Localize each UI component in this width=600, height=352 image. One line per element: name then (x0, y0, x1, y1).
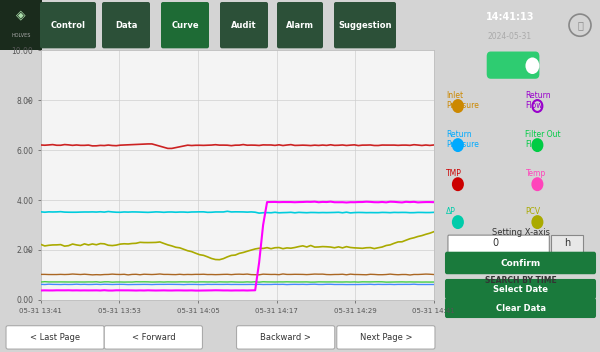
Text: h: h (564, 238, 571, 249)
Text: Backward >: Backward > (260, 333, 311, 342)
FancyBboxPatch shape (220, 2, 268, 48)
FancyBboxPatch shape (334, 2, 396, 48)
Text: ⏻: ⏻ (577, 20, 583, 30)
FancyBboxPatch shape (161, 2, 209, 48)
FancyBboxPatch shape (487, 51, 539, 79)
Circle shape (453, 178, 463, 190)
Text: >: > (25, 97, 31, 103)
Text: Select Date: Select Date (493, 285, 548, 294)
FancyBboxPatch shape (6, 326, 104, 349)
Text: Data: Data (115, 21, 137, 30)
FancyBboxPatch shape (40, 2, 96, 48)
Text: Clear Data: Clear Data (496, 304, 545, 313)
Circle shape (453, 216, 463, 228)
FancyBboxPatch shape (104, 326, 202, 349)
Circle shape (453, 100, 463, 112)
Text: 14:41:13: 14:41:13 (486, 12, 534, 22)
Text: Suggestion: Suggestion (338, 21, 392, 30)
Text: Return
Flow: Return Flow (526, 90, 551, 110)
FancyBboxPatch shape (277, 2, 323, 48)
Circle shape (526, 57, 539, 74)
FancyBboxPatch shape (102, 2, 150, 48)
Circle shape (532, 139, 542, 151)
Text: HOLVES: HOLVES (11, 33, 31, 38)
Circle shape (532, 216, 542, 228)
Text: Next Page >: Next Page > (359, 333, 412, 342)
Text: ◈: ◈ (16, 8, 26, 21)
Text: TMP: TMP (446, 169, 462, 178)
Text: < Last Page: < Last Page (30, 333, 80, 342)
Text: >: > (25, 247, 31, 253)
Text: Control: Control (50, 21, 86, 30)
Bar (0, 0, 42, 50)
FancyBboxPatch shape (445, 279, 596, 299)
Text: Confirm: Confirm (500, 259, 541, 268)
Text: Filter Out
Flow: Filter Out Flow (526, 130, 561, 149)
Text: Return
Pressure: Return Pressure (446, 130, 479, 149)
Text: 0: 0 (493, 238, 499, 249)
Text: 2024-05-31: 2024-05-31 (488, 32, 532, 41)
Text: Curve: Curve (171, 21, 199, 30)
Text: < Forward: < Forward (131, 333, 175, 342)
Circle shape (532, 178, 542, 190)
Circle shape (453, 139, 463, 151)
Text: Audit: Audit (231, 21, 257, 30)
Text: Temp: Temp (526, 169, 546, 178)
Text: SEARCH BY TIME: SEARCH BY TIME (485, 276, 556, 285)
Text: ΔP: ΔP (446, 207, 456, 216)
FancyBboxPatch shape (448, 235, 550, 253)
Text: Alarm: Alarm (286, 21, 314, 30)
FancyBboxPatch shape (445, 298, 596, 318)
Text: Inlet
Pressure: Inlet Pressure (446, 90, 479, 110)
Text: Setting X-axis: Setting X-axis (491, 228, 550, 237)
FancyBboxPatch shape (445, 252, 596, 274)
FancyBboxPatch shape (337, 326, 435, 349)
FancyBboxPatch shape (551, 235, 583, 253)
FancyBboxPatch shape (236, 326, 335, 349)
Text: PCV: PCV (526, 207, 541, 216)
